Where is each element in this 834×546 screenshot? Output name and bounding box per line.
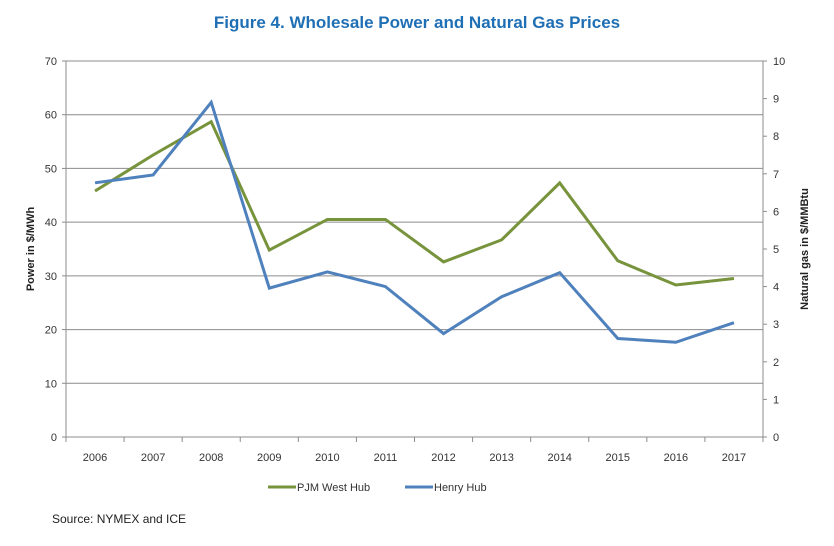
left-tick-label: 40 (45, 217, 57, 229)
left-axis-label: Power in $/MWh (25, 207, 37, 292)
x-tick-label: 2012 (431, 452, 455, 464)
x-tick-label: 2007 (141, 452, 165, 464)
source-note: Source: NYMEX and ICE (52, 512, 187, 526)
x-tick-label: 2013 (489, 452, 513, 464)
right-tick-label: 9 (773, 94, 779, 106)
chart-title: Figure 4. Wholesale Power and Natural Ga… (213, 13, 621, 32)
left-tick-label: 20 (45, 325, 57, 337)
x-tick-label: 2009 (257, 452, 281, 464)
right-tick-label: 8 (773, 131, 779, 143)
left-tick-label: 0 (51, 432, 57, 444)
legend-label: Henry Hub (434, 482, 487, 494)
x-tick-label: 2015 (606, 452, 630, 464)
x-tick-label: 2014 (547, 452, 571, 464)
right-tick-label: 7 (773, 169, 779, 181)
left-tick-label: 10 (45, 378, 57, 390)
right-tick-label: 3 (773, 319, 779, 331)
legend-label: PJM West Hub (297, 482, 370, 494)
series-line-henry-hub (94, 99, 735, 344)
right-tick-label: 1 (773, 394, 779, 406)
left-tick-label: 30 (45, 271, 57, 283)
x-tick-label: 2017 (722, 452, 746, 464)
right-tick-label: 2 (773, 357, 779, 369)
x-tick-label: 2008 (199, 452, 223, 464)
x-tick-label: 2016 (664, 452, 688, 464)
left-tick-label: 50 (45, 163, 57, 175)
right-axis-label: Natural gas in $/MMBtu (799, 188, 811, 310)
left-tick-label: 70 (45, 56, 57, 68)
right-tick-label: 6 (773, 206, 779, 218)
x-tick-label: 2011 (374, 452, 398, 464)
right-tick-label: 5 (773, 244, 779, 256)
series-line-pjm-west-hub (94, 119, 735, 287)
right-tick-label: 4 (773, 282, 779, 294)
right-tick-label: 10 (773, 56, 785, 68)
left-tick-label: 60 (45, 110, 57, 122)
x-tick-label: 2006 (83, 452, 107, 464)
x-tick-label: 2010 (315, 452, 339, 464)
right-tick-label: 0 (773, 432, 779, 444)
